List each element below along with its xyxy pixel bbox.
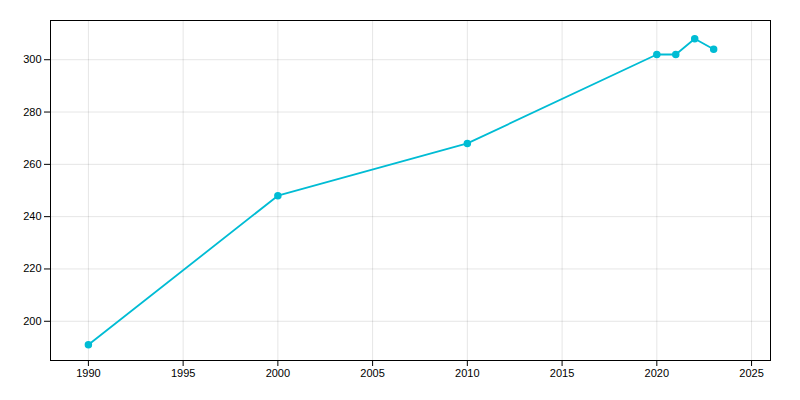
svg-text:1995: 1995 <box>171 367 195 379</box>
svg-text:200: 200 <box>23 315 41 327</box>
svg-text:2005: 2005 <box>360 367 384 379</box>
svg-text:300: 300 <box>23 53 41 65</box>
svg-text:1990: 1990 <box>76 367 100 379</box>
svg-text:2010: 2010 <box>455 367 479 379</box>
svg-text:2020: 2020 <box>645 367 669 379</box>
svg-text:2025: 2025 <box>739 367 763 379</box>
svg-text:280: 280 <box>23 106 41 118</box>
svg-text:2015: 2015 <box>550 367 574 379</box>
svg-text:240: 240 <box>23 210 41 222</box>
svg-text:220: 220 <box>23 262 41 274</box>
svg-text:2000: 2000 <box>266 367 290 379</box>
svg-text:260: 260 <box>23 158 41 170</box>
